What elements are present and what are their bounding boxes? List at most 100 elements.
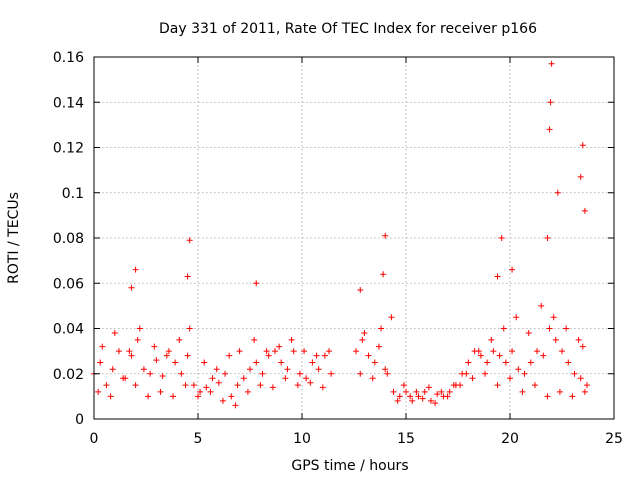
data-point xyxy=(328,370,335,377)
data-point xyxy=(507,375,513,382)
x-tick-label: 20 xyxy=(501,431,519,447)
data-point xyxy=(544,235,551,241)
data-point xyxy=(547,99,554,106)
x-tick-label: 25 xyxy=(605,431,623,447)
data-point xyxy=(115,348,122,355)
data-point xyxy=(296,370,303,377)
data-point xyxy=(378,325,385,332)
y-tick-label: 0.12 xyxy=(53,141,84,157)
data-point xyxy=(575,336,582,343)
data-point xyxy=(496,352,503,359)
x-tick-label: 10 xyxy=(293,431,311,447)
x-axis-label: GPS time / hours xyxy=(291,458,408,474)
data-point xyxy=(583,382,590,389)
data-point xyxy=(109,366,116,373)
data-point xyxy=(384,370,391,377)
data-point xyxy=(475,348,482,355)
data-point xyxy=(369,375,376,382)
data-point xyxy=(319,384,326,391)
data-point xyxy=(128,284,135,291)
x-tick-label: 15 xyxy=(397,431,415,447)
data-point xyxy=(482,370,489,377)
data-point xyxy=(251,336,258,343)
data-point xyxy=(201,359,208,366)
data-point xyxy=(531,382,538,389)
data-point xyxy=(226,352,233,359)
y-tick-label: 0 xyxy=(75,412,84,428)
data-point xyxy=(290,348,297,355)
data-point xyxy=(515,366,522,373)
data-point xyxy=(375,343,382,350)
data-point xyxy=(409,397,416,404)
data-point xyxy=(382,232,389,239)
data-point xyxy=(172,359,179,366)
data-point xyxy=(577,173,584,180)
data-point xyxy=(361,330,368,337)
data-point xyxy=(465,359,472,366)
data-point xyxy=(579,343,586,350)
data-point xyxy=(359,336,366,343)
data-point xyxy=(502,359,509,366)
data-point xyxy=(544,393,551,400)
data-point xyxy=(546,325,553,332)
data-point xyxy=(509,266,516,273)
data-point xyxy=(400,382,407,389)
data-point xyxy=(215,379,222,386)
y-tick-label: 0.14 xyxy=(53,95,84,111)
data-point xyxy=(197,388,204,395)
data-point xyxy=(438,388,445,395)
data-point xyxy=(247,366,253,373)
data-point xyxy=(207,388,214,395)
data-point xyxy=(519,388,526,395)
data-point xyxy=(186,237,193,244)
data-point xyxy=(136,325,143,332)
data-point xyxy=(140,366,147,373)
data-point xyxy=(415,393,422,400)
data-point xyxy=(222,370,229,377)
data-point xyxy=(382,366,389,373)
data-point xyxy=(244,388,251,395)
y-tick-label: 0.16 xyxy=(53,50,84,66)
data-point xyxy=(446,388,453,395)
data-point xyxy=(240,375,247,382)
data-point xyxy=(444,393,451,400)
data-point xyxy=(357,370,364,377)
data-point xyxy=(170,393,177,400)
data-point xyxy=(427,397,434,404)
axis-ticks: 0 5 10 15 20 25 0 0.02 0.04 0.06 0.08 0.1 0.12 0.14 0.… xyxy=(53,50,623,447)
y-tick-label: 0.06 xyxy=(53,276,84,292)
data-point xyxy=(477,352,484,359)
data-point xyxy=(95,388,102,395)
data-point xyxy=(190,382,197,389)
data-point xyxy=(538,302,545,309)
data-point xyxy=(550,314,557,321)
data-point xyxy=(301,348,308,355)
data-point xyxy=(513,314,520,321)
data-point xyxy=(269,384,276,391)
data-point xyxy=(434,391,441,398)
data-point xyxy=(253,359,260,366)
data-point xyxy=(371,359,378,366)
data-point xyxy=(413,388,420,395)
data-point xyxy=(321,352,328,359)
data-point xyxy=(236,348,243,355)
data-point xyxy=(128,352,135,359)
data-point xyxy=(178,370,185,377)
data-point xyxy=(581,207,588,214)
data-point xyxy=(253,280,260,287)
data-point xyxy=(490,348,497,355)
data-point xyxy=(159,373,166,380)
data-point xyxy=(153,357,160,364)
data-point xyxy=(565,359,572,366)
data-point xyxy=(157,388,164,395)
data-point xyxy=(257,382,264,389)
data-point xyxy=(581,388,588,395)
data-point xyxy=(421,388,428,395)
data-point xyxy=(265,352,272,359)
data-point xyxy=(365,352,372,359)
data-point xyxy=(132,382,139,389)
data-point xyxy=(182,382,189,389)
data-point xyxy=(294,382,301,389)
data-point xyxy=(463,370,470,377)
data-point xyxy=(494,273,501,280)
